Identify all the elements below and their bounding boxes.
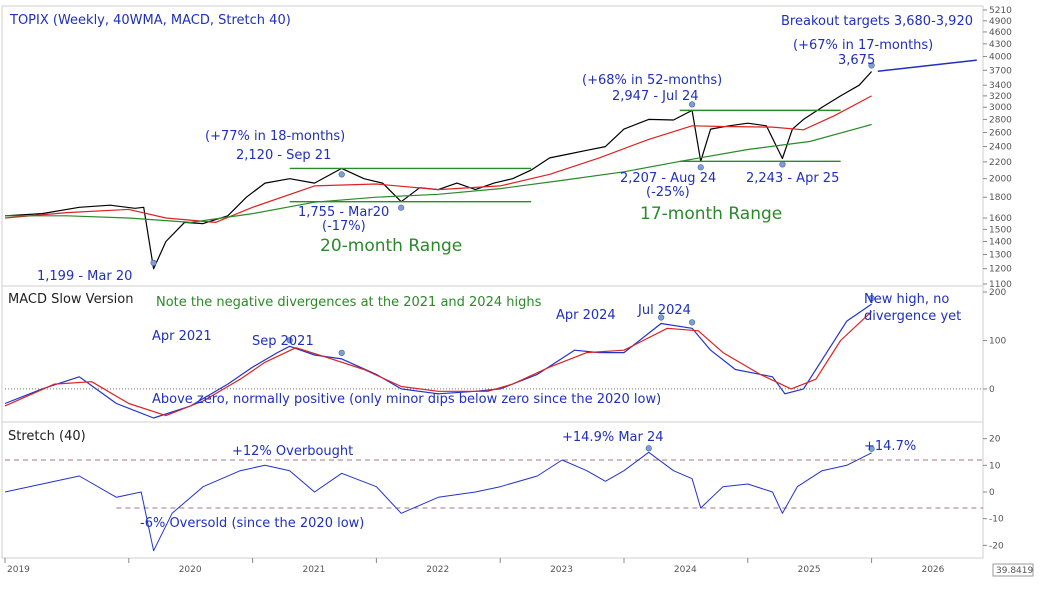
- point-marker: [645, 445, 652, 452]
- price-y-tick-label: 1300: [989, 251, 1012, 261]
- macd-jul2024-label: Jul 2024: [637, 303, 691, 318]
- gain-17m-label: (+67% in 17-months): [793, 38, 933, 53]
- stretch-y-tick-label: 20: [989, 435, 1001, 445]
- low-2022-pct-label: (-17%): [322, 219, 366, 234]
- price-y-tick-label: 1600: [989, 214, 1012, 224]
- macd-markers: [286, 295, 875, 356]
- x-axis-label: 2019: [7, 565, 30, 575]
- stretch-y-tick-label: -20: [989, 541, 1004, 551]
- stretch-panel-grid: -20 -10 0 10 20: [5, 435, 1004, 551]
- point-marker: [688, 101, 696, 108]
- x-axis-label: 2023: [550, 565, 573, 575]
- chart-title: TOPIX (Weekly, 40WMA, MACD, Stretch 40): [9, 13, 291, 28]
- point-marker: [398, 204, 405, 211]
- point-marker: [688, 319, 696, 326]
- point-marker: [658, 314, 665, 321]
- high-2024-label: 2,947 - Jul 24: [612, 89, 699, 104]
- price-y-tick-label: 4900: [989, 17, 1012, 27]
- breakout-target-line: [877, 59, 977, 72]
- series-line-signal: [4, 310, 873, 417]
- low-aug24-label: 2,207 - Aug 24: [620, 171, 716, 186]
- point-marker: [868, 445, 875, 452]
- oversold-label: -6% Oversold (since the 2020 low): [140, 516, 364, 531]
- series-line-long-term-ma: [5, 123, 872, 223]
- low-aug24-pct-label: (-25%): [646, 185, 690, 200]
- price-y-tick-label: 5210: [989, 6, 1012, 16]
- breakout-target-label: Breakout targets 3,680-3,920: [781, 14, 973, 29]
- high-2025-label: 3,675: [838, 53, 875, 68]
- x-axis-label: 2021: [302, 565, 325, 575]
- macd-y-tick-label: 0: [989, 385, 995, 395]
- x-axis-label: 2024: [674, 565, 697, 575]
- point-marker: [338, 349, 345, 356]
- price-y-tick-label: 1800: [989, 193, 1012, 203]
- price-y-tick-label: 3200: [989, 92, 1012, 102]
- macd-no-divergence-label: divergence yet: [864, 309, 961, 324]
- overbought-label: +12% Overbought: [232, 444, 353, 459]
- point-marker: [697, 164, 704, 171]
- stretch-markers: [645, 445, 875, 452]
- low-2022-label: 1,755 - Mar20: [298, 205, 389, 220]
- price-series-group: [4, 71, 873, 270]
- macd-above-zero-label: Above zero, normally positive (only mino…: [152, 392, 661, 407]
- price-markers: [150, 62, 875, 266]
- price-y-tick-label: 1100: [989, 280, 1012, 290]
- point-marker: [779, 161, 786, 168]
- macd-new-high-label: New high, no: [864, 292, 949, 307]
- range-20m-label: 20-month Range: [320, 236, 462, 256]
- series-line-40wma: [4, 95, 872, 223]
- price-y-tick-label: 2600: [989, 128, 1012, 138]
- price-range-lines: [289, 59, 977, 203]
- x-axis-label: 2026: [921, 565, 944, 575]
- price-y-tick-label: 2000: [989, 175, 1012, 185]
- point-marker: [338, 171, 345, 178]
- price-y-tick-label: 3700: [989, 66, 1012, 76]
- x-axis-label: 2020: [179, 565, 202, 575]
- last-value-box: [992, 563, 1034, 577]
- range-17m-label: 17-month Range: [640, 204, 782, 224]
- price-y-tick-label: 1200: [989, 265, 1012, 275]
- macd-divergence-note: Note the negative divergences at the 202…: [156, 295, 542, 310]
- last-value-text: 39.8419: [996, 566, 1033, 576]
- gain-52m-label: (+68% in 52-months): [582, 73, 722, 88]
- macd-apr2021-label: Apr 2021: [152, 329, 212, 344]
- stretch-y-tick-label: -10: [989, 515, 1004, 525]
- macd-panel-title: MACD Slow Version: [8, 292, 134, 307]
- price-y-tick-label: 4000: [989, 53, 1012, 63]
- macd-y-tick-label: 100: [989, 336, 1006, 346]
- x-axis: 2019 2020 2021 2022 2023 2024 2025 2026: [4, 558, 945, 575]
- stretch-series-group: [4, 451, 872, 552]
- point-marker: [868, 62, 875, 69]
- x-axis-label: 2022: [426, 565, 449, 575]
- price-y-tick-label: 1400: [989, 238, 1012, 248]
- macd-y-tick-label: 200: [989, 288, 1006, 298]
- low-apr25-label: 2,243 - Apr 25: [746, 171, 839, 186]
- x-axis-label: 2025: [798, 565, 821, 575]
- price-y-tick-label: 3000: [989, 103, 1012, 113]
- point-marker: [286, 337, 293, 344]
- stretch-panel-title: Stretch (40): [8, 429, 86, 444]
- stretch-y-tick-label: 10: [989, 461, 1001, 471]
- stretch-last-label: +14.7%: [864, 439, 916, 454]
- gain-18m-label: (+77% in 18-months): [205, 129, 345, 144]
- series-line-stretch: [4, 451, 872, 552]
- macd-sep2021-label: Sep 2021: [252, 334, 314, 349]
- macd-series-group: [4, 303, 873, 419]
- price-y-tick-label: 3400: [989, 81, 1012, 91]
- point-marker: [150, 259, 157, 266]
- point-marker: [868, 295, 875, 302]
- price-y-tick-label: 4300: [989, 40, 1012, 50]
- low-2020-label: 1,199 - Mar 20: [37, 269, 132, 284]
- high-2021-label: 2,120 - Sep 21: [236, 148, 331, 163]
- stretch-y-tick-label: 0: [989, 488, 995, 498]
- price-y-tick-label: 1500: [989, 225, 1012, 235]
- stretch-peak-label: +14.9% Mar 24: [562, 430, 664, 445]
- price-y-tick-label: 2200: [989, 158, 1012, 168]
- price-y-tick-label: 2400: [989, 143, 1012, 153]
- price-y-tick-label: 4600: [989, 28, 1012, 38]
- macd-apr2024-label: Apr 2024: [556, 308, 616, 323]
- price-y-tick-label: 2800: [989, 115, 1012, 125]
